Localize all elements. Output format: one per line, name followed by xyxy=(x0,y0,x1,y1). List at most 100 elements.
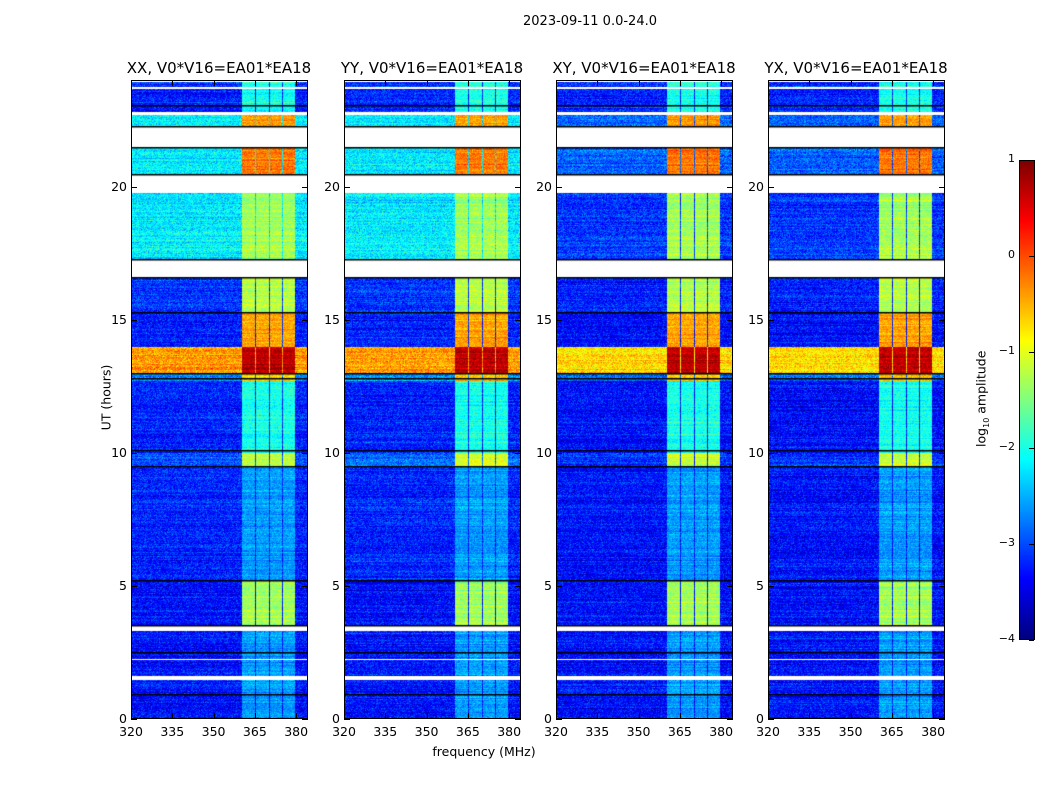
x-tick-label: 380 xyxy=(497,724,522,739)
x-tick xyxy=(556,80,557,86)
x-tick-label: 380 xyxy=(921,724,946,739)
x-tick xyxy=(385,80,387,86)
x-tick xyxy=(768,80,769,86)
colorbar-tick xyxy=(1029,256,1034,257)
y-tick-label: 20 xyxy=(111,178,127,194)
x-tick xyxy=(213,713,215,719)
y-tick xyxy=(939,585,945,587)
panel-title: XX, V0*V16=EA01*EA18 xyxy=(126,59,312,77)
y-tick-label: 0 xyxy=(756,711,764,726)
x-tick-label: 365 xyxy=(879,724,904,739)
y-tick xyxy=(344,319,350,321)
y-tick xyxy=(556,186,562,188)
colorbar-tick xyxy=(1029,160,1034,161)
x-tick xyxy=(467,80,469,86)
x-tick xyxy=(467,713,469,719)
y-tick-label: 10 xyxy=(324,444,340,460)
x-tick xyxy=(597,713,599,719)
y-tick-label: 10 xyxy=(111,444,127,460)
x-tick xyxy=(891,80,893,86)
y-tick-label: 0 xyxy=(332,711,340,726)
x-tick xyxy=(638,80,640,86)
x-tick xyxy=(254,713,256,719)
y-tick xyxy=(727,585,733,587)
y-tick xyxy=(768,319,774,321)
y-tick xyxy=(727,186,733,188)
y-tick-label: 15 xyxy=(111,311,127,327)
y-tick xyxy=(727,452,733,454)
y-tick xyxy=(302,319,308,321)
y-tick xyxy=(302,452,308,454)
x-tick-label: 350 xyxy=(838,724,863,739)
y-tick-label: 5 xyxy=(756,577,764,593)
x-tick xyxy=(679,713,681,719)
heatmap-panel xyxy=(344,80,521,719)
y-tick xyxy=(939,719,945,720)
y-tick xyxy=(556,585,562,587)
colorbar-tick-label: 0 xyxy=(1008,248,1015,261)
y-tick-label: 5 xyxy=(119,577,127,593)
x-tick xyxy=(933,80,935,86)
x-tick-label: 335 xyxy=(585,724,610,739)
x-tick xyxy=(638,713,640,719)
x-tick-label: 335 xyxy=(160,724,185,739)
y-tick xyxy=(939,319,945,321)
y-tick-label: 5 xyxy=(332,577,340,593)
x-tick xyxy=(809,713,811,719)
y-tick xyxy=(768,719,774,720)
heatmap-panel xyxy=(131,80,308,719)
colorbar-tick-label: 1 xyxy=(1008,152,1015,165)
colorbar-tick-label: −2 xyxy=(998,440,1015,453)
y-tick xyxy=(556,719,562,720)
y-tick xyxy=(515,186,521,188)
x-tick-label: 335 xyxy=(797,724,822,739)
x-tick xyxy=(509,713,511,719)
x-tick xyxy=(426,713,428,719)
x-tick xyxy=(679,80,681,86)
x-tick xyxy=(172,713,174,719)
x-tick xyxy=(556,713,557,719)
x-axis-label: frequency (MHz) xyxy=(432,744,536,759)
x-tick xyxy=(131,713,132,719)
y-tick xyxy=(302,186,308,188)
x-tick-label: 320 xyxy=(756,724,780,739)
y-tick-label: 15 xyxy=(748,311,764,327)
x-tick xyxy=(850,80,852,86)
heatmap-image xyxy=(769,81,944,718)
y-tick-label: 5 xyxy=(544,577,552,593)
y-tick xyxy=(344,719,350,720)
colorbar-tick xyxy=(1029,448,1034,449)
x-tick xyxy=(509,80,511,86)
x-tick-label: 365 xyxy=(455,724,480,739)
y-tick xyxy=(131,719,137,720)
x-tick-label: 320 xyxy=(332,724,356,739)
x-tick xyxy=(933,713,935,719)
heatmap-image xyxy=(557,81,732,718)
colorbar-tick-label: −1 xyxy=(998,344,1015,357)
x-tick xyxy=(131,80,132,86)
x-tick xyxy=(768,713,769,719)
x-tick xyxy=(850,713,852,719)
x-tick xyxy=(344,80,345,86)
y-tick xyxy=(515,585,521,587)
x-tick xyxy=(721,80,723,86)
x-tick xyxy=(426,80,428,86)
x-tick-label: 380 xyxy=(284,724,309,739)
x-tick-label: 335 xyxy=(373,724,398,739)
x-tick-label: 380 xyxy=(709,724,734,739)
y-tick-label: 20 xyxy=(324,178,340,194)
panel-title: YY, V0*V16=EA01*EA18 xyxy=(340,59,524,77)
x-tick-label: 365 xyxy=(242,724,267,739)
y-tick-label: 10 xyxy=(748,444,764,460)
y-axis-label: UT (hours) xyxy=(98,364,114,431)
y-tick xyxy=(344,585,350,587)
y-tick-label: 0 xyxy=(544,711,552,726)
y-tick xyxy=(556,452,562,454)
y-tick xyxy=(727,719,733,720)
y-tick xyxy=(515,452,521,454)
colorbar-tick-label: −4 xyxy=(998,632,1015,645)
colorbar-tick-label: −3 xyxy=(998,536,1015,549)
x-tick-label: 320 xyxy=(119,724,143,739)
x-tick-label: 365 xyxy=(667,724,692,739)
